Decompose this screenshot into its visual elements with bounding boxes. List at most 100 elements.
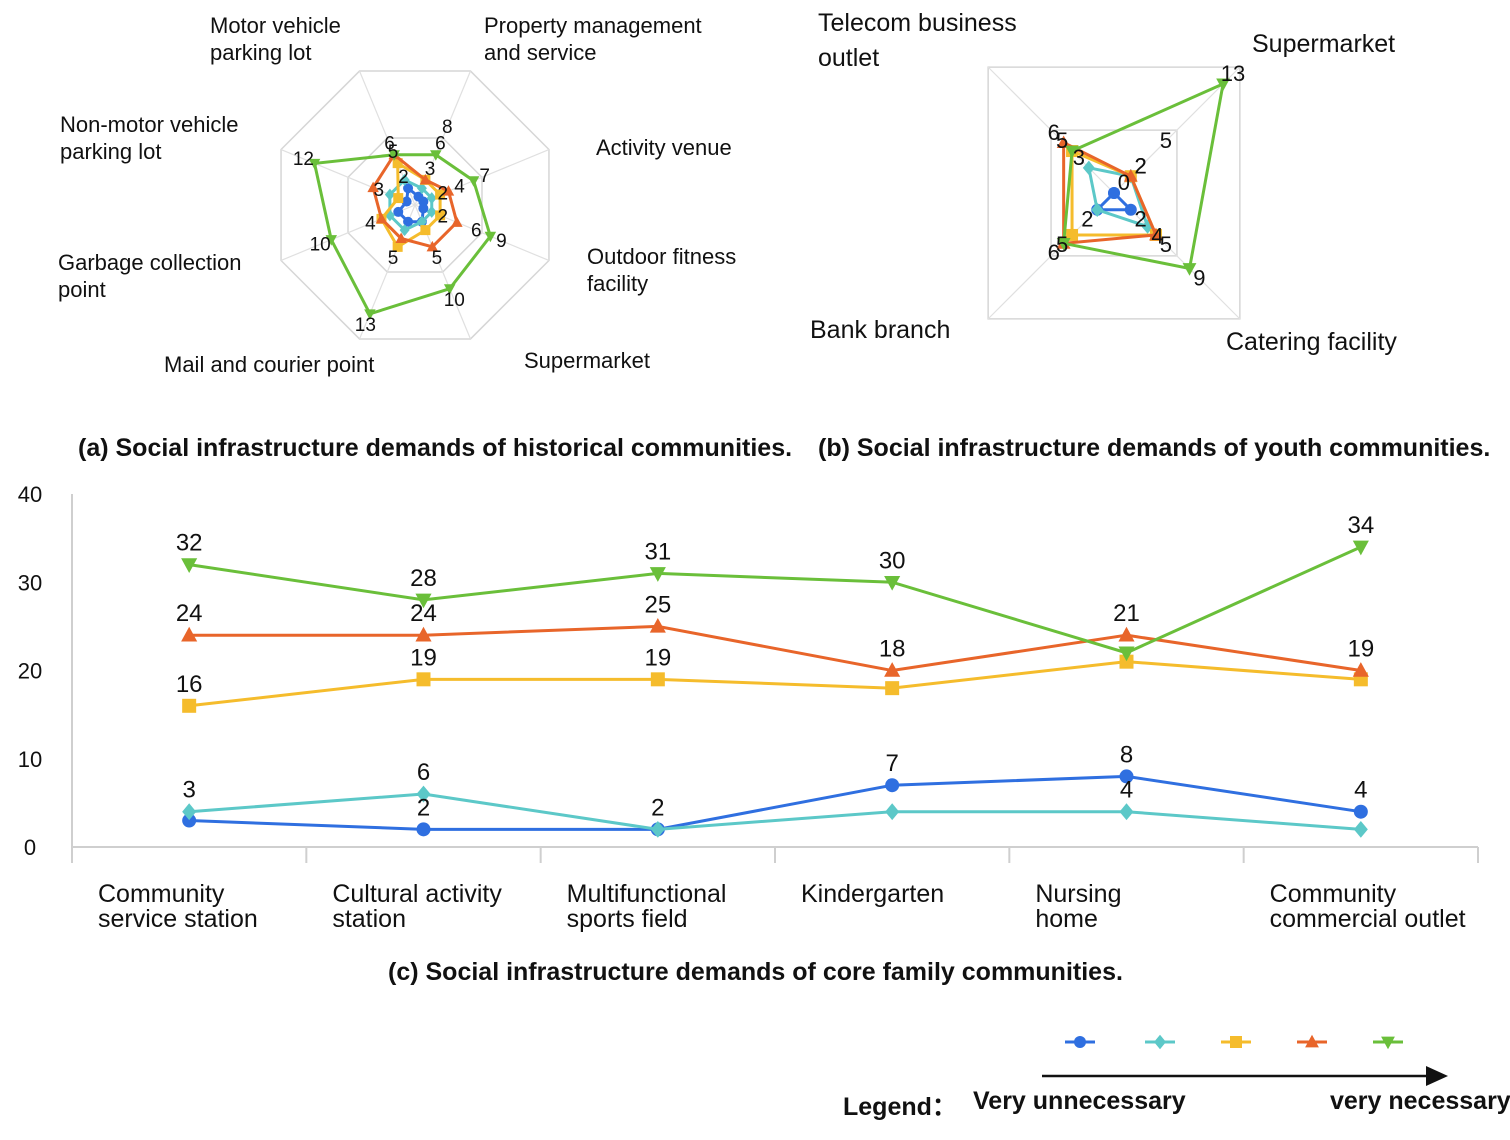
radar-value-label: 13 — [1221, 61, 1245, 86]
line-data-label: 24 — [176, 600, 203, 627]
line-data-label: 32 — [176, 530, 203, 557]
caption-panel-b: (b) Social infrastructure demands of you… — [818, 434, 1491, 462]
radar-axis-label: Telecom business — [818, 9, 1017, 37]
radar-axis-label: Motor vehicle — [210, 13, 341, 38]
line-point — [1119, 803, 1134, 821]
radar-point — [442, 185, 455, 196]
radar-point — [325, 235, 338, 246]
y-tick-label: 30 — [18, 570, 42, 595]
line-point — [650, 672, 665, 687]
line-point — [1118, 626, 1135, 642]
line-point — [1353, 820, 1368, 838]
radar-point — [435, 210, 446, 221]
radar-point — [1082, 160, 1095, 176]
radar-value-label: 6 — [435, 134, 446, 155]
radar-value-label: 6 — [384, 134, 395, 155]
radar-point — [403, 183, 414, 194]
radar-point — [308, 158, 321, 170]
legend-marker — [1305, 1034, 1319, 1048]
radar-axis-label: Garbage collection — [58, 250, 241, 275]
y-tick-label: 20 — [18, 659, 42, 684]
line-point — [885, 803, 900, 821]
radar-value-label: 6 — [1048, 120, 1060, 145]
radar-point — [420, 225, 431, 236]
radar-value-label: 5 — [388, 248, 399, 269]
line-data-label: 34 — [1347, 512, 1374, 539]
radar-value-label: 5 — [1056, 232, 1068, 257]
line-point — [181, 558, 198, 573]
radar-axis-label: Supermarket — [524, 348, 650, 373]
radar-point — [384, 188, 395, 201]
radar-point — [395, 232, 407, 243]
line-point — [885, 681, 900, 696]
legend-title: Legend： — [843, 1093, 957, 1121]
radar-value-label: 5 — [1160, 232, 1172, 257]
line-point — [182, 698, 197, 713]
radar-value-label: 8 — [442, 117, 453, 138]
line-data-label: 24 — [410, 600, 437, 627]
radar-point — [1216, 78, 1230, 92]
radar-axis-label: Catering facility — [1226, 328, 1397, 356]
x-category-label: Kindergarten — [801, 880, 944, 908]
radar-point — [426, 192, 437, 205]
radar-value-label: 2 — [438, 207, 449, 228]
radar-value-label: 2 — [1135, 153, 1147, 178]
x-category-label: Multifunctional — [567, 880, 727, 908]
radar-point — [403, 216, 414, 227]
radar-point — [393, 206, 404, 217]
radar-point — [401, 196, 412, 207]
legend-markers — [1065, 1034, 1403, 1050]
radar-value-label: 10 — [310, 234, 331, 255]
radar-series-line — [1093, 190, 1135, 212]
radar-value-label: 2 — [1135, 153, 1147, 178]
radar-point — [418, 196, 429, 207]
radar-chart-youth: Telecom business outlet Supermarket Caterin… — [810, 9, 1397, 356]
radar-point — [435, 189, 446, 200]
legend-low-label: Very unnecessary — [973, 1087, 1186, 1115]
radar-point — [388, 150, 400, 161]
line-point — [884, 575, 901, 591]
line-point — [1119, 769, 1134, 784]
x-category-label: Cultural activity — [332, 880, 502, 908]
x-category-label: sports field — [567, 905, 688, 933]
line-data-label: 6 — [417, 759, 430, 786]
radar-point — [1091, 202, 1104, 217]
radar-point — [364, 309, 376, 320]
radar-value-label: 9 — [496, 231, 507, 252]
line-data-label: 31 — [644, 538, 671, 565]
radar-axis-label: Non-motor vehicle — [60, 112, 239, 137]
line-data-label: 25 — [644, 591, 671, 618]
radar-point — [393, 193, 404, 204]
radar-value-label: 4 — [1151, 223, 1163, 248]
radar-value-label: 5 — [388, 142, 399, 163]
radar-value-label: 10 — [444, 290, 465, 311]
x-category-label: service station — [98, 905, 258, 933]
radar-value-label: 7 — [479, 166, 490, 187]
caption-panel-c: (c) Social infrastructure demands of cor… — [388, 958, 1123, 986]
radar-value-label: 0 — [1118, 170, 1130, 195]
radar-point — [426, 240, 439, 252]
radar-value-label: 4 — [365, 213, 376, 234]
radar-spoke — [987, 66, 1115, 194]
radar-point — [1056, 237, 1071, 251]
line-data-label: 3 — [182, 777, 195, 804]
line-series — [188, 545, 1362, 655]
radar-value-label: 6 — [471, 220, 482, 241]
caption-panel-a: (a) Social infrastructure demands of his… — [78, 434, 793, 462]
legend-arrow — [1042, 1066, 1448, 1086]
line-point — [416, 672, 431, 687]
radar-point — [399, 224, 410, 237]
radar-point — [416, 182, 427, 195]
y-tick-label: 10 — [18, 747, 42, 772]
radar-point — [1182, 263, 1197, 276]
radar-axis-label: Property management — [484, 13, 702, 38]
y-tick-label: 0 — [24, 835, 36, 860]
radar-point — [1124, 203, 1137, 216]
line-data-label: 19 — [644, 644, 671, 671]
line-data-label: 7 — [885, 750, 898, 777]
line-point — [1353, 804, 1368, 819]
x-category-label: Community — [98, 880, 225, 908]
radar-value-label: 3 — [425, 159, 436, 180]
line-point — [1119, 654, 1134, 669]
